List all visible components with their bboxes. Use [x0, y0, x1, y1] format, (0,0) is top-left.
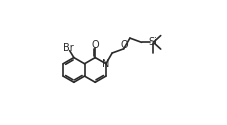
Text: Si: Si — [148, 37, 156, 47]
Text: N: N — [102, 59, 109, 69]
Text: O: O — [91, 40, 99, 50]
Text: Br: Br — [63, 43, 74, 53]
Text: O: O — [120, 40, 127, 50]
